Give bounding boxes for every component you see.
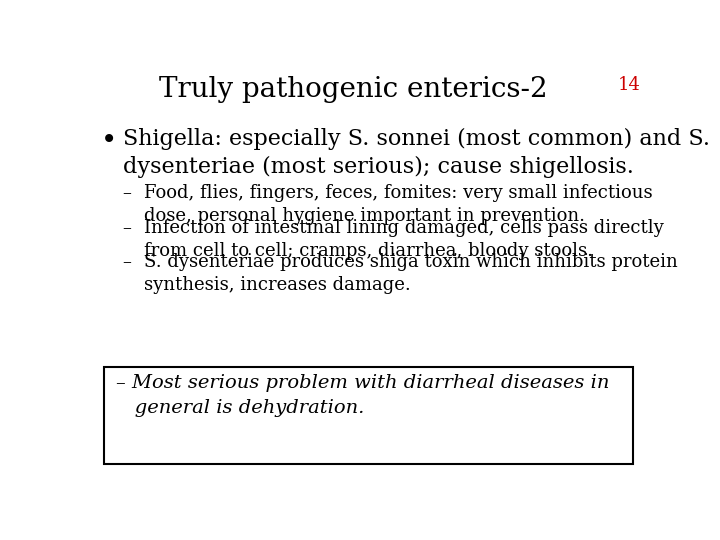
Text: –: –: [122, 253, 132, 272]
Text: –: –: [122, 184, 132, 202]
Text: 14: 14: [617, 76, 640, 94]
Text: Truly pathogenic enterics-2: Truly pathogenic enterics-2: [159, 76, 548, 103]
Text: Infection of intestinal lining damaged, cells pass directly
from cell to cell; c: Infection of intestinal lining damaged, …: [144, 219, 664, 260]
Text: –: –: [122, 219, 132, 237]
Text: •: •: [101, 128, 117, 155]
Text: Food, flies, fingers, feces, fomites: very small infectious
dose, personal hygie: Food, flies, fingers, feces, fomites: ve…: [144, 184, 653, 225]
Text: Shigella: especially S. sonnei (most common) and S.
dysenteriae (most serious); : Shigella: especially S. sonnei (most com…: [122, 128, 709, 178]
Text: S. dysenteriae produces shiga toxin which inhibits protein
synthesis, increases : S. dysenteriae produces shiga toxin whic…: [144, 253, 678, 294]
Text: – Most serious problem with diarrheal diseases in
   general is dehydration.: – Most serious problem with diarrheal di…: [117, 374, 610, 417]
Bar: [104, 367, 632, 464]
